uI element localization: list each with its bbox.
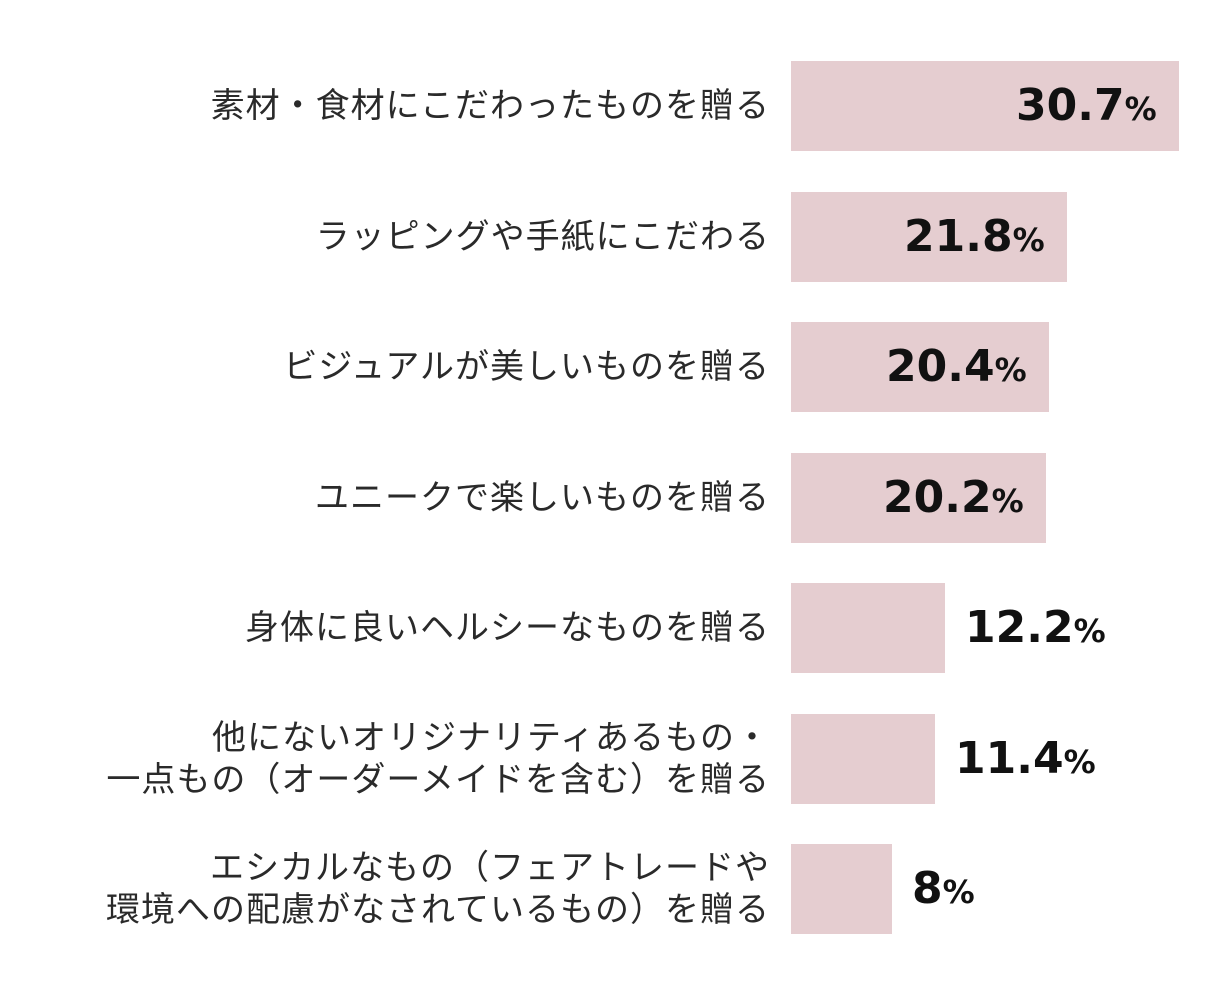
value-number: 21.8 xyxy=(904,210,1013,262)
value-label: 20.4% xyxy=(886,322,1027,412)
value-label: 20.2% xyxy=(883,453,1024,543)
category-label: エシカルなもの（フェアトレードや 環境への配慮がなされているもの）を贈る xyxy=(106,848,770,930)
bar xyxy=(791,322,1049,412)
bar xyxy=(791,713,935,804)
category-label: 素材・食材にこだわったものを贈る xyxy=(210,86,770,126)
value-unit: % xyxy=(1063,742,1096,781)
value-unit: % xyxy=(991,481,1024,520)
bar xyxy=(791,583,945,673)
bar xyxy=(791,61,1179,151)
value-number: 12.2 xyxy=(965,602,1074,653)
value-unit: % xyxy=(994,351,1027,389)
value-label: 21.8% xyxy=(904,192,1045,282)
value-label: 30.7% xyxy=(1016,61,1157,151)
value-unit: % xyxy=(1073,612,1106,650)
value-label: 11.4% xyxy=(955,714,1096,804)
value-number: 20.4 xyxy=(886,341,995,392)
value-unit: % xyxy=(1012,220,1045,259)
category-label: 他にないオリジナリティあるもの・ 一点もの（オーダーメイドを含む）を贈る xyxy=(106,717,770,800)
category-label: 身体に良いヘルシーなものを贈る xyxy=(245,608,770,648)
value-number: 8 xyxy=(912,863,943,914)
category-label: ビジュアルが美しいものを贈る xyxy=(283,347,770,387)
bar xyxy=(791,844,892,934)
bar xyxy=(791,191,1067,282)
value-number: 30.7 xyxy=(1016,80,1125,131)
category-label: ユニークで楽しいものを贈る xyxy=(315,477,770,518)
category-label: ラッピングや手紙にこだわる xyxy=(315,216,770,257)
value-number: 11.4 xyxy=(955,732,1064,784)
value-number: 20.2 xyxy=(883,471,992,523)
value-label: 8% xyxy=(912,844,975,934)
value-unit: % xyxy=(1124,90,1157,128)
value-unit: % xyxy=(942,873,975,911)
value-label: 12.2% xyxy=(965,583,1106,673)
bar xyxy=(791,452,1046,543)
